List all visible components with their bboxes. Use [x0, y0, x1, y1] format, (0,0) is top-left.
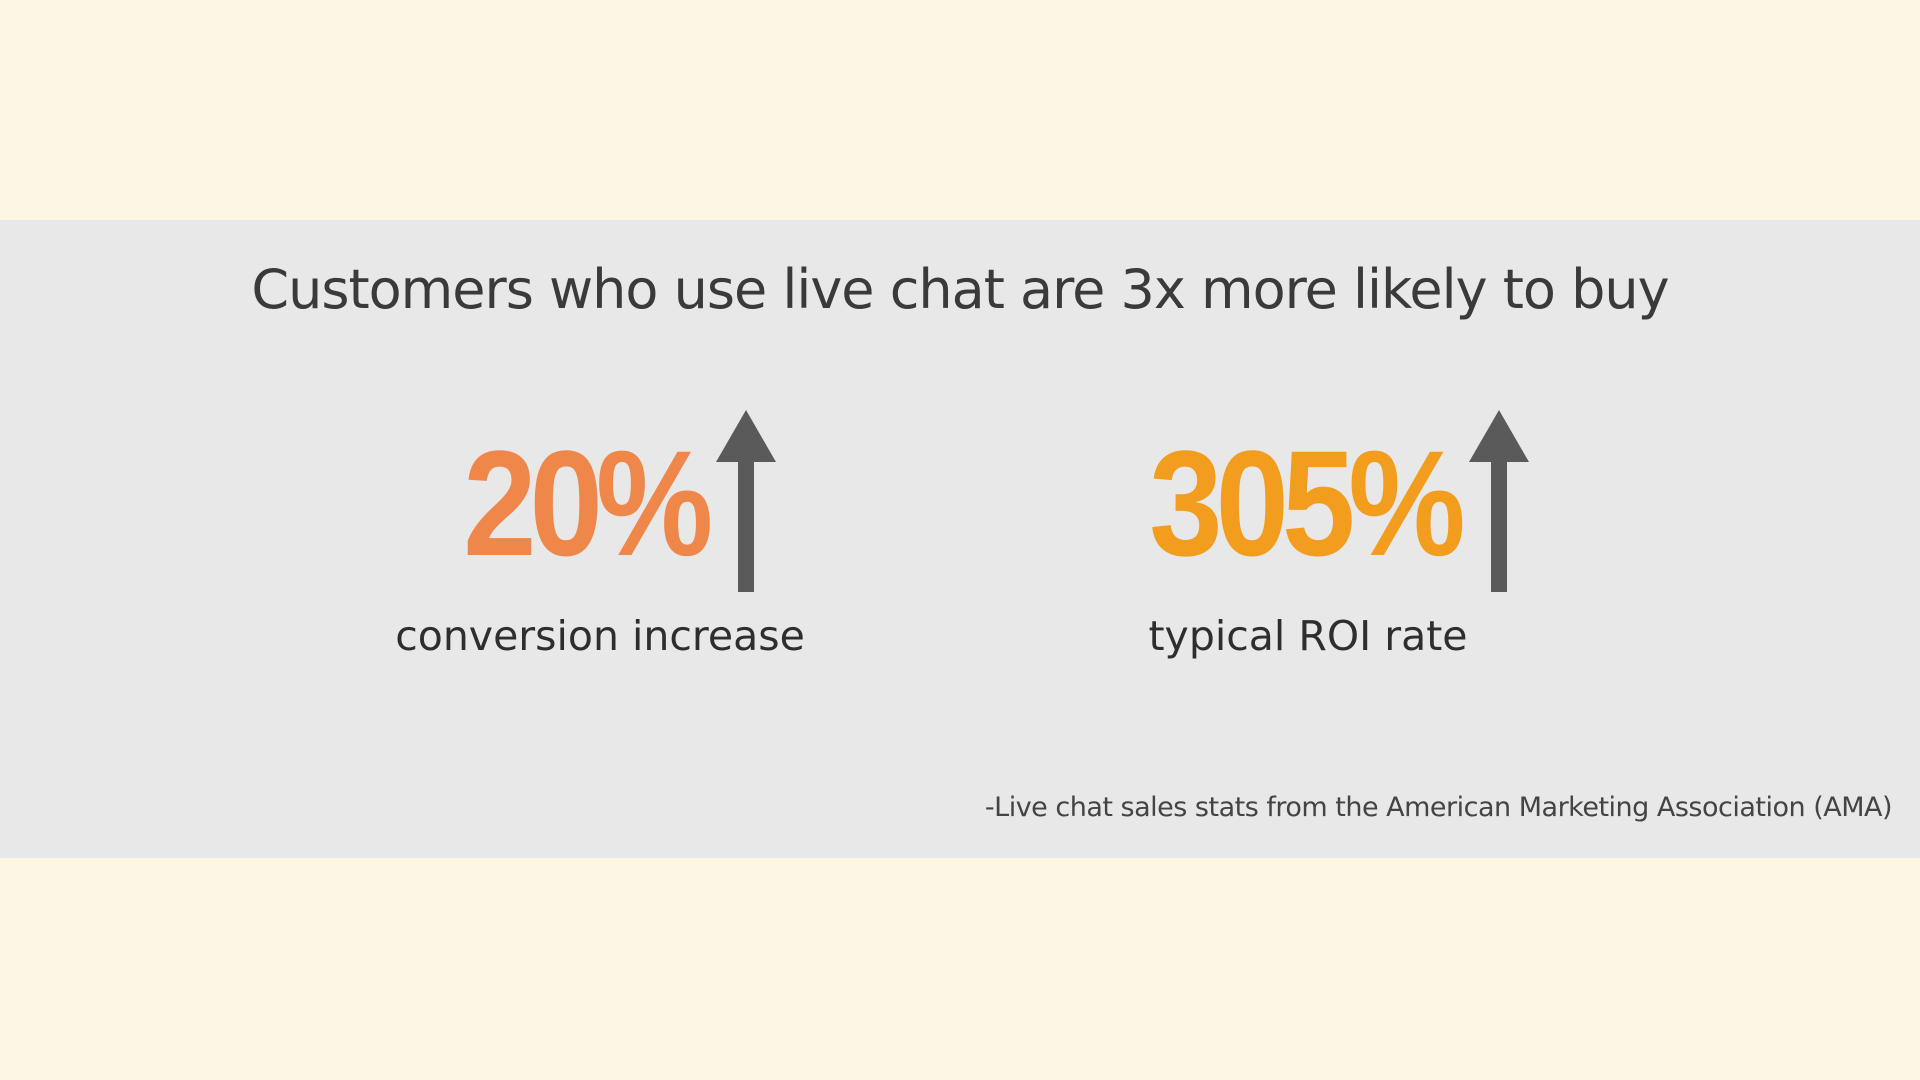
stat-block: 20%: [400, 410, 776, 592]
stat-value: 20%: [462, 419, 713, 587]
stat-block: 305%: [1080, 410, 1529, 592]
stat-value: 305%: [1149, 419, 1466, 587]
up-arrow: [716, 410, 776, 592]
stat-label: conversion increase: [395, 612, 805, 660]
gray-band: [0, 220, 1920, 858]
source-note: -Live chat sales stats from the American…: [984, 792, 1893, 823]
headline: Customers who use live chat are 3x more …: [251, 258, 1669, 321]
up-arrow: [1469, 410, 1529, 592]
stat-label: typical ROI rate: [1148, 612, 1468, 660]
